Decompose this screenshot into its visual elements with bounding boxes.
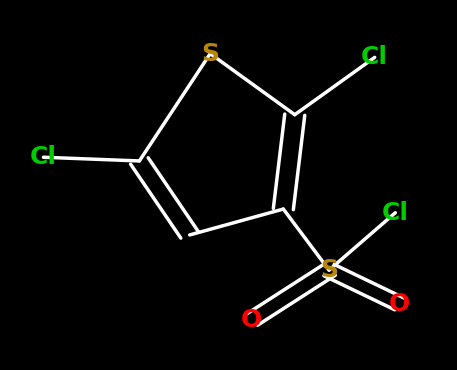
Text: Cl: Cl	[30, 145, 57, 169]
Text: O: O	[389, 292, 410, 316]
Text: Cl: Cl	[361, 46, 388, 69]
Text: S: S	[320, 258, 338, 282]
Text: Cl: Cl	[382, 201, 409, 225]
Text: S: S	[201, 42, 219, 65]
Text: O: O	[241, 308, 262, 332]
